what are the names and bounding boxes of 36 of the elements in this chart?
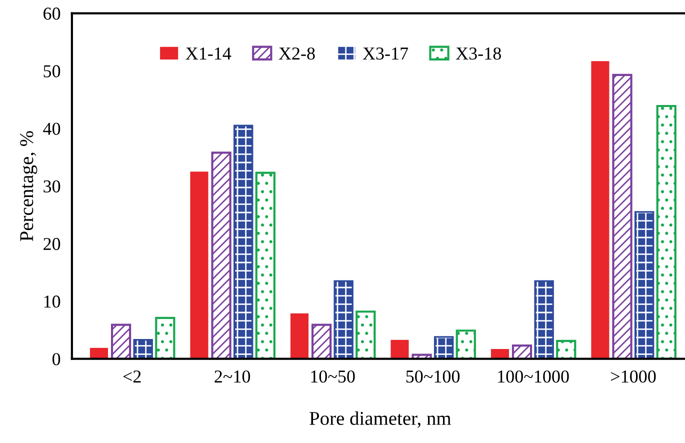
y-tick-label: 60 xyxy=(44,8,60,20)
bar xyxy=(311,324,332,359)
y-tick-label: 20 xyxy=(44,238,60,250)
bar xyxy=(155,316,176,359)
bar xyxy=(255,172,276,359)
x-tick-label: 2~10 xyxy=(214,370,250,383)
x-axis-title: Pore diameter, nm xyxy=(310,411,452,428)
x-tick-label: >1000 xyxy=(611,370,656,383)
x-tick-label: <2 xyxy=(123,370,141,382)
bar xyxy=(612,74,632,359)
bar xyxy=(211,152,232,359)
bar xyxy=(390,340,409,359)
x-tick-label: 10~50 xyxy=(311,370,355,383)
x-tick-label: 100~1000 xyxy=(498,370,569,383)
bar xyxy=(490,349,509,359)
y-axis-title: Percentage, % xyxy=(20,131,38,242)
bar xyxy=(556,340,576,359)
y-tick-label: 0 xyxy=(52,353,60,366)
legend-label: X3-17 xyxy=(362,48,408,60)
y-tick-label: 40 xyxy=(43,122,60,135)
y-tick-label: 30 xyxy=(44,180,60,192)
bar xyxy=(110,324,132,359)
bar xyxy=(190,172,208,359)
y-tick-label: 50 xyxy=(44,65,60,78)
bar xyxy=(290,313,308,359)
y-tick-label: 10 xyxy=(44,295,60,308)
bar xyxy=(512,344,532,359)
legend-label: X2-8 xyxy=(278,47,315,60)
x-tick-label: 50~100 xyxy=(406,370,460,383)
bar xyxy=(356,310,376,359)
legend-label: X3-18 xyxy=(456,47,501,60)
bar xyxy=(456,330,476,359)
bar xyxy=(90,348,108,359)
legend-label: X1-14 xyxy=(186,48,232,60)
bar xyxy=(656,104,676,359)
bar xyxy=(591,61,610,359)
